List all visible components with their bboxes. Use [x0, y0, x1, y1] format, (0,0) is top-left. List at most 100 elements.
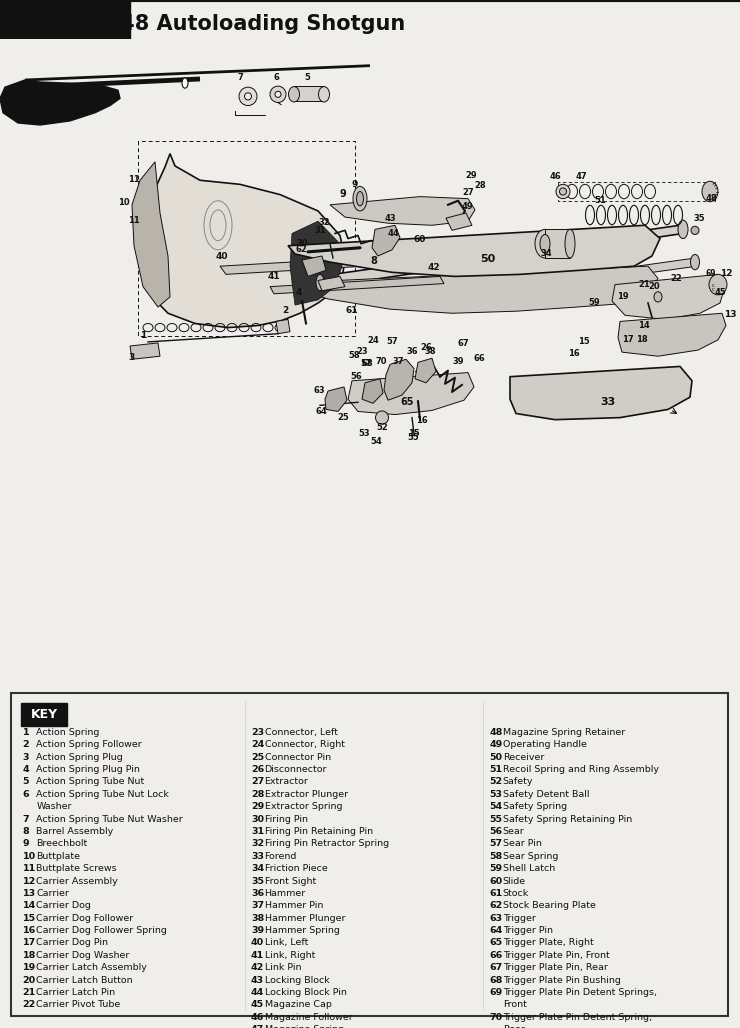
Text: Carrier Dog Follower: Carrier Dog Follower	[36, 914, 133, 923]
Text: 54: 54	[489, 802, 502, 811]
Text: c: c	[712, 287, 715, 292]
Text: 65: 65	[489, 939, 502, 948]
Ellipse shape	[239, 87, 257, 106]
Text: 48: 48	[489, 728, 502, 737]
Text: 36: 36	[251, 889, 264, 897]
Polygon shape	[318, 225, 683, 287]
Text: 49: 49	[462, 201, 474, 211]
Ellipse shape	[353, 186, 367, 211]
Text: 45: 45	[251, 1000, 264, 1009]
Text: Firing Pin Retractor Spring: Firing Pin Retractor Spring	[265, 840, 389, 848]
Text: 16: 16	[568, 350, 579, 358]
Text: 58: 58	[489, 852, 502, 860]
Text: 4: 4	[296, 288, 303, 297]
Text: 51: 51	[489, 765, 502, 774]
Ellipse shape	[275, 91, 281, 98]
Text: 50: 50	[489, 752, 502, 762]
Text: Sear: Sear	[502, 827, 525, 836]
Text: 14: 14	[22, 902, 36, 910]
Text: 67: 67	[489, 963, 502, 972]
Text: Magazine Spring Retainer: Magazine Spring Retainer	[502, 728, 625, 737]
Text: Front: Front	[502, 1000, 527, 1009]
Bar	[0, 0, 130, 39]
Polygon shape	[288, 225, 660, 277]
Text: 55: 55	[489, 814, 502, 823]
Text: Connector Pin: Connector Pin	[265, 752, 331, 762]
Text: Firing Pin: Firing Pin	[265, 814, 308, 823]
Text: Trigger Plate Pin Detent Spring,: Trigger Plate Pin Detent Spring,	[502, 1013, 652, 1022]
Text: 34: 34	[540, 249, 551, 258]
Text: Carrier: Carrier	[36, 889, 69, 897]
Text: 63: 63	[489, 914, 502, 923]
Text: c: c	[712, 283, 715, 288]
Text: 13: 13	[724, 310, 736, 320]
Polygon shape	[618, 314, 726, 357]
Text: 47: 47	[576, 173, 588, 181]
Text: Magazine Cap: Magazine Cap	[265, 1000, 332, 1009]
Text: 59: 59	[489, 865, 502, 873]
Text: 19: 19	[617, 292, 628, 301]
Polygon shape	[302, 256, 326, 277]
Text: Carrier Dog Follower Spring: Carrier Dog Follower Spring	[36, 926, 167, 935]
Text: 63: 63	[314, 387, 326, 395]
Polygon shape	[384, 360, 414, 400]
Text: 9: 9	[352, 181, 358, 189]
Text: 18: 18	[636, 335, 648, 344]
Ellipse shape	[289, 86, 300, 102]
Text: Carrier Dog Washer: Carrier Dog Washer	[36, 951, 130, 960]
Text: 1: 1	[22, 728, 29, 737]
Text: Extractor Spring: Extractor Spring	[265, 802, 342, 811]
Text: 62: 62	[489, 902, 502, 910]
Text: 2: 2	[22, 740, 29, 749]
Text: 35: 35	[251, 877, 264, 885]
Text: 35: 35	[693, 214, 704, 223]
Text: 54: 54	[370, 437, 382, 446]
Text: Carrier Latch Button: Carrier Latch Button	[36, 976, 133, 985]
Text: 46: 46	[550, 173, 562, 181]
Text: Action Spring Plug: Action Spring Plug	[36, 752, 123, 762]
Text: Hammer Pin: Hammer Pin	[265, 902, 323, 910]
Text: 13: 13	[22, 889, 36, 897]
Text: 6: 6	[22, 790, 29, 799]
Text: 25: 25	[337, 412, 349, 421]
Polygon shape	[325, 387, 347, 411]
Text: 33: 33	[251, 852, 264, 860]
Text: 44: 44	[388, 228, 400, 237]
Text: 61: 61	[489, 889, 502, 897]
Text: 23: 23	[356, 347, 368, 356]
Text: Magazine Follower: Magazine Follower	[265, 1013, 352, 1022]
Polygon shape	[390, 258, 697, 308]
Ellipse shape	[565, 229, 575, 258]
Text: Trigger Plate Pin Detent Springs,: Trigger Plate Pin Detent Springs,	[502, 988, 656, 997]
Text: 48: 48	[706, 193, 718, 203]
Text: 57: 57	[386, 337, 397, 346]
Ellipse shape	[270, 86, 286, 103]
Text: Buttplate: Buttplate	[36, 852, 80, 860]
Text: Action Spring Follower: Action Spring Follower	[36, 740, 142, 749]
Text: Safety Spring Retaining Pin: Safety Spring Retaining Pin	[502, 814, 632, 823]
Text: Link Pin: Link Pin	[265, 963, 301, 972]
Text: 3: 3	[128, 354, 134, 362]
Polygon shape	[510, 366, 692, 419]
Text: 14: 14	[638, 321, 650, 330]
Text: Magazine Spring: Magazine Spring	[265, 1025, 343, 1028]
Text: 7: 7	[22, 814, 29, 823]
Text: Stock: Stock	[502, 889, 529, 897]
Text: 38: 38	[251, 914, 264, 923]
Text: 6: 6	[274, 73, 280, 82]
Text: 27: 27	[462, 187, 474, 196]
Text: 58: 58	[348, 352, 360, 360]
Polygon shape	[318, 277, 345, 291]
Text: 42: 42	[428, 263, 440, 272]
Text: 15: 15	[408, 429, 420, 438]
Text: 42: 42	[251, 963, 264, 972]
Text: 5: 5	[22, 777, 29, 786]
Text: 9: 9	[340, 188, 347, 198]
Text: 19: 19	[22, 963, 36, 972]
Text: 37: 37	[251, 902, 264, 910]
Text: 61: 61	[346, 306, 358, 316]
Text: 43: 43	[251, 976, 264, 985]
Text: 2: 2	[282, 306, 289, 316]
Polygon shape	[330, 196, 475, 225]
Polygon shape	[446, 213, 472, 230]
